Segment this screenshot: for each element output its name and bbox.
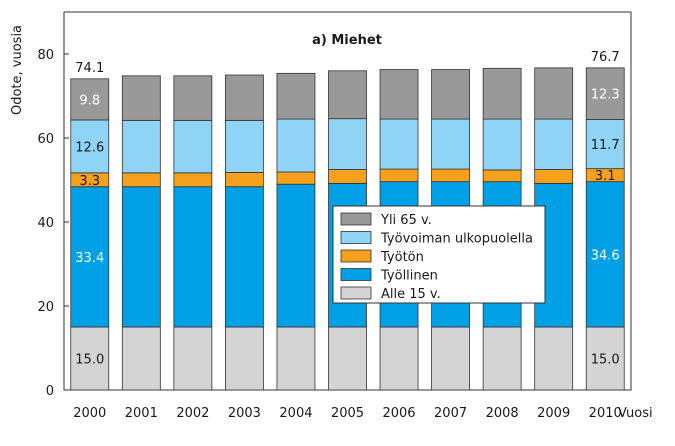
bar-segment-yli-65-v xyxy=(379,69,419,120)
x-tick-label: 2006 xyxy=(382,406,415,421)
data-label-tyollinen: 33.4 xyxy=(75,251,104,266)
bar-segment-tyovoiman-ulkopuolella xyxy=(585,119,625,170)
bar-segment-alle-15-v xyxy=(121,326,161,391)
data-label-yli-65-v: 12.3 xyxy=(591,88,620,103)
data-labels: 15.0 33.4 3.3 12.6 9.8 15.0 34.6 3.1 11.7 12.3 74.… xyxy=(75,50,619,368)
bar-2003 xyxy=(225,74,264,391)
y-tick-label: 20 xyxy=(37,300,54,315)
y-tick-label: 60 xyxy=(37,132,54,147)
bar-segment-tyoton xyxy=(431,168,470,183)
bar-segment-yli-65-v xyxy=(431,69,470,120)
legend-label-yli-65-v: Yli 65 v. xyxy=(380,213,432,228)
bar-segment-tyovoiman-ulkopuolella xyxy=(121,119,161,174)
legend-swatch-yli-65-v xyxy=(340,212,372,226)
bar-segment-tyoton xyxy=(121,172,161,188)
bar-segment-tyollinen xyxy=(585,181,625,328)
bar-segment-tyoton xyxy=(173,172,213,188)
bar-segment-tyoton xyxy=(276,171,316,185)
y-axis-ticks: 0 20 40 60 80 xyxy=(37,48,69,399)
bar-segment-tyoton xyxy=(225,172,264,188)
legend-label-tyovoiman-ulkopuolella: Työvoiman ulkopuolella xyxy=(380,232,533,247)
legend-swatch-tyovoiman-ulkopuolella xyxy=(340,231,372,244)
bar-2010 xyxy=(585,67,625,391)
data-label-alle-15-v: 15.0 xyxy=(591,353,620,368)
bar-segment-yli-65-v xyxy=(585,67,625,120)
bar-segment-alle-15-v xyxy=(431,326,470,391)
x-tick-label: 2008 xyxy=(486,406,519,421)
data-label-alle-15-v: 15.0 xyxy=(75,353,104,368)
x-tick-label: 2005 xyxy=(331,406,364,421)
bar-segment-tyovoiman-ulkopuolella xyxy=(379,118,419,170)
bar-segment-yli-65-v xyxy=(225,74,264,121)
bar-segment-alle-15-v xyxy=(482,326,522,391)
bar-segment-alle-15-v xyxy=(225,326,264,391)
bar-2001 xyxy=(121,75,161,391)
bar-segment-tyovoiman-ulkopuolella xyxy=(328,118,367,170)
bar-segment-tyollinen xyxy=(173,186,213,328)
bar-2000 xyxy=(70,78,110,391)
bar-segment-tyoton xyxy=(328,169,367,184)
bar-segment-tyollinen xyxy=(121,186,161,328)
data-label-tyovoiman-ulkopuolella: 11.7 xyxy=(591,138,620,153)
bar-segment-yli-65-v xyxy=(534,67,574,120)
x-tick-label: 2003 xyxy=(228,406,261,421)
legend-label-alle-15-v: Alle 15 v. xyxy=(381,287,441,302)
bar-segment-yli-65-v xyxy=(328,70,367,120)
bar-segment-tyovoiman-ulkopuolella xyxy=(534,118,574,170)
legend-swatch-tyollinen xyxy=(340,268,372,281)
x-tick-label: 2001 xyxy=(125,406,158,421)
data-label-tyovoiman-ulkopuolella: 12.6 xyxy=(75,140,104,155)
bar-segment-tyovoiman-ulkopuolella xyxy=(431,118,470,170)
x-tick-label: 2000 xyxy=(73,406,106,421)
y-tick-label: 80 xyxy=(37,48,54,63)
legend: Yli 65 v. Työvoiman ulkopuolella Työtön Työ… xyxy=(332,205,546,304)
data-label-tyoton: 3.1 xyxy=(595,169,616,184)
bar-segment-yli-65-v xyxy=(70,78,110,121)
data-label-tyoton: 3.3 xyxy=(79,174,100,189)
bar-segment-tyoton xyxy=(379,168,419,183)
bar-2004 xyxy=(276,72,316,391)
bar-segment-alle-15-v xyxy=(328,326,367,391)
legend-label-tyoton: Työtön xyxy=(380,250,424,265)
bar-2002 xyxy=(173,75,213,391)
bar-segment-tyovoiman-ulkopuolella xyxy=(70,119,110,174)
bar-segment-tyovoiman-ulkopuolella xyxy=(482,118,522,171)
x-tick-label: 2004 xyxy=(279,406,312,421)
y-tick-label: 40 xyxy=(37,216,54,231)
x-axis-title: Vuosi xyxy=(618,406,653,421)
bar-segment-yli-65-v xyxy=(173,75,213,121)
bar-segment-alle-15-v xyxy=(276,326,316,391)
bar-segment-tyovoiman-ulkopuolella xyxy=(276,118,316,173)
x-tick-label: 2009 xyxy=(537,406,570,421)
bar-segment-yli-65-v xyxy=(276,72,316,120)
total-label: 74.1 xyxy=(75,61,104,76)
legend-label-tyollinen: Työllinen xyxy=(380,269,438,284)
legend-swatch-tyoton xyxy=(340,249,372,263)
bar-segment-yli-65-v xyxy=(482,67,522,120)
data-label-tyollinen: 34.6 xyxy=(591,248,620,263)
chart-title: a) Miehet xyxy=(312,33,382,48)
total-label: 76.7 xyxy=(591,50,620,65)
x-axis-ticks: 2000 2001 2002 2003 2004 2005 2006 2007 2008 2009… xyxy=(73,406,622,421)
x-tick-label: 2002 xyxy=(176,406,209,421)
bar-segment-tyoton xyxy=(534,169,574,184)
bar-segment-alle-15-v xyxy=(173,326,213,391)
bar-segment-alle-15-v xyxy=(379,326,419,391)
bar-segment-tyovoiman-ulkopuolella xyxy=(225,119,264,173)
y-axis-title: Odote, vuosia xyxy=(10,25,25,115)
y-tick-label: 0 xyxy=(46,384,54,399)
legend-swatch-alle-15-v xyxy=(340,286,372,300)
bar-segment-yli-65-v xyxy=(121,75,161,121)
data-label-yli-65-v: 9.8 xyxy=(79,93,100,108)
bar-segment-tyoton xyxy=(482,169,522,183)
bar-segment-alle-15-v xyxy=(585,326,625,391)
x-tick-label: 2010 xyxy=(589,406,622,421)
bar-segment-alle-15-v xyxy=(534,326,574,391)
bar-segment-tyollinen xyxy=(225,186,264,328)
bar-segment-tyovoiman-ulkopuolella xyxy=(173,119,213,174)
x-tick-label: 2007 xyxy=(434,406,467,421)
bar-segment-tyollinen xyxy=(276,183,316,328)
